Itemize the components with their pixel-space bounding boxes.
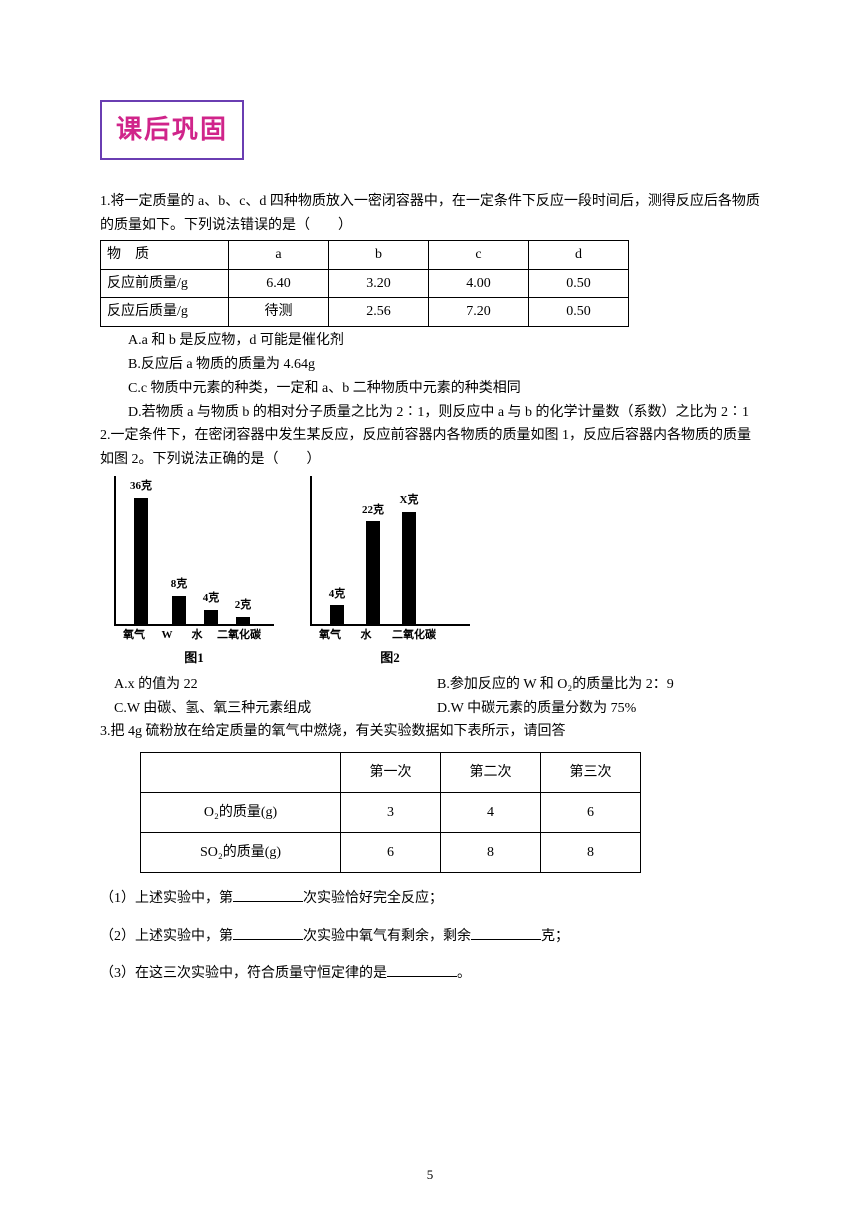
q1-option-d: D.若物质 a 与物质 b 的相对分子质量之比为 2∶1，则反应中 a 与 b … xyxy=(100,401,760,425)
chart-x-label: 二氧化碳 xyxy=(212,626,266,645)
blank-input[interactable] xyxy=(387,960,457,977)
q2-option-a: A.x 的值为 22 xyxy=(100,673,437,697)
chart-caption: 图2 xyxy=(310,647,470,669)
blank-input[interactable] xyxy=(233,923,303,940)
chart-bar xyxy=(366,521,380,624)
q1-td: 反应前质量/g xyxy=(101,269,229,298)
q2-option-c: C.W 由碳、氢、氧三种元素组成 xyxy=(100,697,437,721)
q3-line2: （2）上述实验中，第次实验中氧气有剩余，剩余克； xyxy=(100,923,760,949)
q3-td: 6 xyxy=(341,833,441,873)
q1-td: 2.56 xyxy=(329,298,429,327)
chart-bar-label: 36克 xyxy=(130,477,152,496)
chart-x-label: 氧气 xyxy=(312,626,348,645)
q3-th xyxy=(141,753,341,793)
chart-bar xyxy=(402,512,416,624)
q3-td: 8 xyxy=(541,833,641,873)
q3-td: O₂的质量(g) xyxy=(141,793,341,833)
chart-bar xyxy=(236,617,250,624)
q1-option-a: A.a 和 b 是反应物，d 可能是催化剂 xyxy=(100,329,760,353)
q3-td: SO₂的质量(g) xyxy=(141,833,341,873)
chart-bar xyxy=(134,498,148,624)
q1-td: 0.50 xyxy=(529,269,629,298)
table-row: 反应前质量/g 6.40 3.20 4.00 0.50 xyxy=(101,269,629,298)
chart-bar xyxy=(172,596,186,624)
table-row: 反应后质量/g 待测 2.56 7.20 0.50 xyxy=(101,298,629,327)
table-row: 第一次 第二次 第三次 xyxy=(141,753,641,793)
q3-th: 第一次 xyxy=(341,753,441,793)
q3-th: 第二次 xyxy=(441,753,541,793)
chart-bar-label: 22克 xyxy=(362,501,384,520)
q1-th: 物 质 xyxy=(101,240,229,269)
chart-x-label: 水 xyxy=(182,626,212,645)
q3-th: 第三次 xyxy=(541,753,641,793)
q2-charts: 36克8克4克2克氧气W水二氧化碳图1 4克22克X克氧气水二氧化碳图2 xyxy=(114,476,760,669)
q1-td: 7.20 xyxy=(429,298,529,327)
q3-line3: （3）在这三次实验中，符合质量守恒定律的是。 xyxy=(100,960,760,986)
chart-bar xyxy=(204,610,218,624)
q1-td: 4.00 xyxy=(429,269,529,298)
q3-table: 第一次 第二次 第三次 O₂的质量(g) 3 4 6 SO₂的质量(g) 6 8… xyxy=(140,752,641,873)
q3-td: 8 xyxy=(441,833,541,873)
q3-td: 4 xyxy=(441,793,541,833)
page-number: 5 xyxy=(0,1164,860,1186)
q1-td: 0.50 xyxy=(529,298,629,327)
q2-option-d: D.W 中碳元素的质量分数为 75% xyxy=(437,697,760,721)
section-badge: 课后巩固 xyxy=(100,100,244,160)
q1-td: 反应后质量/g xyxy=(101,298,229,327)
q1-th: a xyxy=(229,240,329,269)
chart-bar xyxy=(330,605,344,624)
q1-td: 待测 xyxy=(229,298,329,327)
chart-x-label: 二氧化碳 xyxy=(384,626,444,645)
q3-td: 3 xyxy=(341,793,441,833)
chart-caption: 图1 xyxy=(114,647,274,669)
section-badge-text: 课后巩固 xyxy=(116,115,228,144)
chart-bar-label: 8克 xyxy=(171,575,188,594)
q1-th: c xyxy=(429,240,529,269)
q1-table: 物 质 a b c d 反应前质量/g 6.40 3.20 4.00 0.50 … xyxy=(100,240,629,327)
chart-x-label: W xyxy=(152,626,182,645)
q1-intro: 1.将一定质量的 a、b、c、d 四种物质放入一密闭容器中，在一定条件下反应一段… xyxy=(100,190,760,238)
chart-bar-label: 4克 xyxy=(329,585,346,604)
blank-input[interactable] xyxy=(233,885,303,902)
q2-option-b: B.参加反应的 W 和 O₂的质量比为 2：9 xyxy=(437,673,760,697)
q1-td: 6.40 xyxy=(229,269,329,298)
table-row: O₂的质量(g) 3 4 6 xyxy=(141,793,641,833)
chart-x-label: 氧气 xyxy=(116,626,152,645)
chart-bar-label: 2克 xyxy=(235,596,252,615)
q2-intro: 2.一定条件下，在密闭容器中发生某反应，反应前容器内各物质的质量如图 1，反应后… xyxy=(100,424,760,472)
q3-td: 6 xyxy=(541,793,641,833)
chart-bar-label: 4克 xyxy=(203,589,220,608)
chart-x-label: 水 xyxy=(348,626,384,645)
blank-input[interactable] xyxy=(471,923,541,940)
q2-chart2: 4克 22克 X克氧气水二氧化碳图2 xyxy=(310,476,470,669)
q1-th: d xyxy=(529,240,629,269)
q3-intro: 3.把 4g 硫粉放在给定质量的氧气中燃烧，有关实验数据如下表所示，请回答 xyxy=(100,720,760,744)
q3-line1: （1）上述实验中，第次实验恰好完全反应； xyxy=(100,885,760,911)
q1-option-b: B.反应后 a 物质的质量为 4.64g xyxy=(100,353,760,377)
q1-td: 3.20 xyxy=(329,269,429,298)
q1-option-c: C.c 物质中元素的种类，一定和 a、b 二种物质中元素的种类相同 xyxy=(100,377,760,401)
chart-bar-label: X克 xyxy=(400,491,419,510)
q2-chart1: 36克 8克 4克 2克氧气W水二氧化碳图1 xyxy=(114,476,274,669)
table-row: SO₂的质量(g) 6 8 8 xyxy=(141,833,641,873)
q1-th: b xyxy=(329,240,429,269)
table-row: 物 质 a b c d xyxy=(101,240,629,269)
